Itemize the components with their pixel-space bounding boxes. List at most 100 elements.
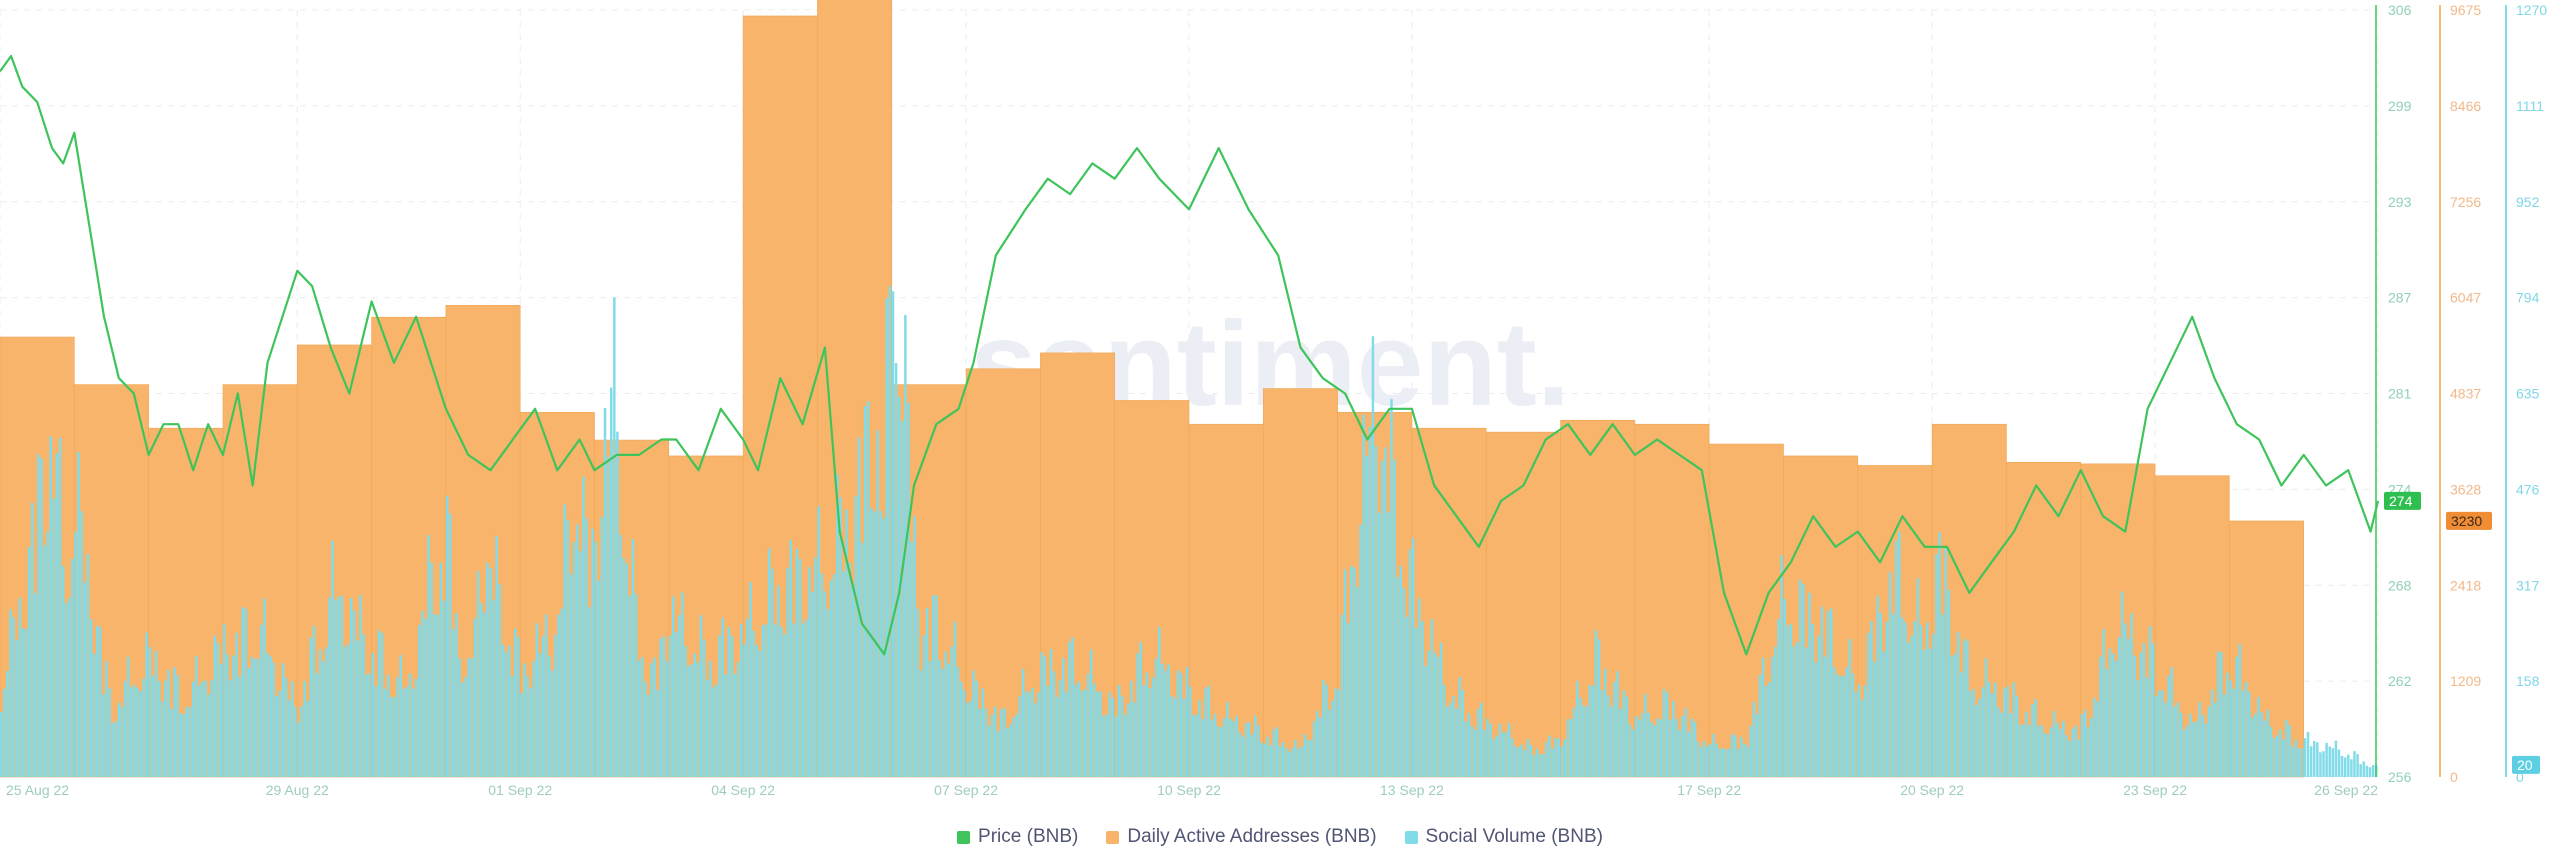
price-line [0, 54, 2380, 656]
social-volume-bar [2133, 655, 2136, 777]
social-volume-bar [1495, 735, 1499, 777]
social-volume-bar [2046, 734, 2050, 777]
social-volume-bar [993, 706, 997, 777]
social-volume-bar [2052, 710, 2056, 777]
social-volume-bar [829, 580, 833, 777]
social-volume-bar [1322, 679, 1325, 777]
social-volume-bar [1158, 627, 1161, 777]
social-volume-bar [1715, 743, 1718, 777]
social-volume-bar [1433, 652, 1437, 777]
social-volume-bar [139, 691, 142, 777]
social-volume-bar [154, 650, 158, 777]
social-volume-bar [1179, 673, 1183, 777]
social-volume-bar [1523, 749, 1526, 777]
social-volume-bar [1668, 719, 1672, 777]
social-volume-bar [0, 712, 3, 777]
social-volume-bar [2260, 712, 2263, 777]
social-volume-bar [1263, 743, 1266, 777]
social-volume-bar [1947, 590, 1951, 777]
social-volume-bar [151, 675, 155, 777]
social-volume-bar [430, 562, 433, 777]
legend-item-social-volume[interactable]: Social Volume (BNB) [1404, 826, 1603, 848]
social-volume-bar [479, 603, 483, 777]
social-volume-bar [2090, 717, 2093, 777]
social-volume-bar [1250, 734, 1254, 777]
social-volume-bar [1628, 724, 1632, 777]
social-volume-bar [526, 676, 529, 777]
social-volume-bar [538, 653, 542, 777]
social-volume-bar [851, 584, 854, 777]
social-volume-bar [1520, 744, 1523, 777]
social-volume-bar [572, 542, 576, 777]
social-volume-bar [1123, 714, 1127, 777]
social-volume-bar [1997, 707, 2000, 777]
social-volume-bar [975, 680, 978, 777]
legend-item-daily-active-addresses[interactable]: Daily Active Addresses (BNB) [1106, 826, 1377, 848]
social-volume-bar [721, 617, 724, 777]
social-volume-bar [1925, 622, 1929, 777]
social-volume-bar [1783, 598, 1786, 777]
x-tick-label: 29 Aug 22 [266, 782, 329, 798]
social-volume-bar [1829, 608, 1833, 777]
social-volume-bar [2083, 710, 2087, 777]
social-volume-bar [1492, 739, 1495, 777]
social-volume-bar [1653, 725, 1656, 777]
social-volume-bar [182, 713, 186, 777]
social-volume-bar [185, 706, 189, 777]
social-volume-bar [362, 634, 365, 777]
social-volume-bar [1018, 696, 1022, 777]
social-volume-bar [2121, 591, 2124, 777]
social-volume-bar [52, 498, 56, 777]
social-volume-bar [798, 559, 802, 777]
social-volume-bar [232, 655, 235, 777]
social-volume-bar [671, 596, 675, 777]
social-volume-bar [130, 687, 133, 777]
social-volume-bar [1111, 698, 1115, 777]
social-volume-bar [55, 453, 59, 777]
social-volume-bar [560, 608, 563, 777]
price-current-value: 274 [2389, 493, 2413, 509]
social-volume-bar [1260, 742, 1263, 777]
social-volume-bar [1941, 614, 1944, 777]
social-volume-bar [1000, 709, 1003, 777]
social-volume-bar [161, 701, 164, 777]
social-volume-bar [61, 566, 65, 777]
social-volume-bar [1538, 754, 1542, 777]
daa-tick-label: 1209 [2450, 673, 2481, 689]
social-volume-bar [1189, 686, 1192, 777]
daa-current-value: 3230 [2451, 513, 2482, 529]
social-volume-bar [882, 518, 885, 777]
social-volume-bar [2368, 767, 2372, 777]
social-volume-bar [1445, 707, 1449, 777]
social-volume-bar [2108, 648, 2112, 777]
daa-bar [1485, 431, 1561, 778]
social-volume-bar [2371, 765, 2375, 777]
social-volume-bar [1353, 567, 1356, 777]
social-volume-bar [956, 667, 960, 777]
social-volume-bar [1842, 676, 1845, 777]
social-volume-bar [421, 610, 424, 777]
social-volume-bar [928, 661, 932, 777]
daa-tick-label: 6047 [2450, 290, 2481, 306]
social-volume-bar [944, 651, 947, 777]
social-volume-bar [1780, 555, 1783, 777]
legend-item-price[interactable]: Price (BNB) [957, 826, 1078, 848]
social-volume-bar [1727, 748, 1731, 777]
social-volume-bar [1244, 722, 1248, 777]
social-volume-bar [885, 298, 889, 777]
social-volume-bar [1851, 673, 1855, 777]
social-volume-bar [1142, 685, 1146, 777]
price-tick-label: 256 [2388, 769, 2412, 785]
chart-legend: Price (BNB) Daily Active Addresses (BNB)… [0, 826, 2560, 848]
social-volume-bar [848, 562, 851, 777]
social-volume-bar [1133, 702, 1136, 777]
social-volume-bar [1136, 653, 1139, 777]
social-volume-bar [1901, 617, 1904, 777]
daa-tick-label: 2418 [2450, 577, 2481, 593]
social-volume-bar [730, 635, 734, 777]
social-volume-bar [439, 562, 443, 777]
social-volume-bar [696, 662, 700, 777]
social-volume-bar [1774, 646, 1777, 777]
social-volume-bar [2207, 706, 2211, 777]
